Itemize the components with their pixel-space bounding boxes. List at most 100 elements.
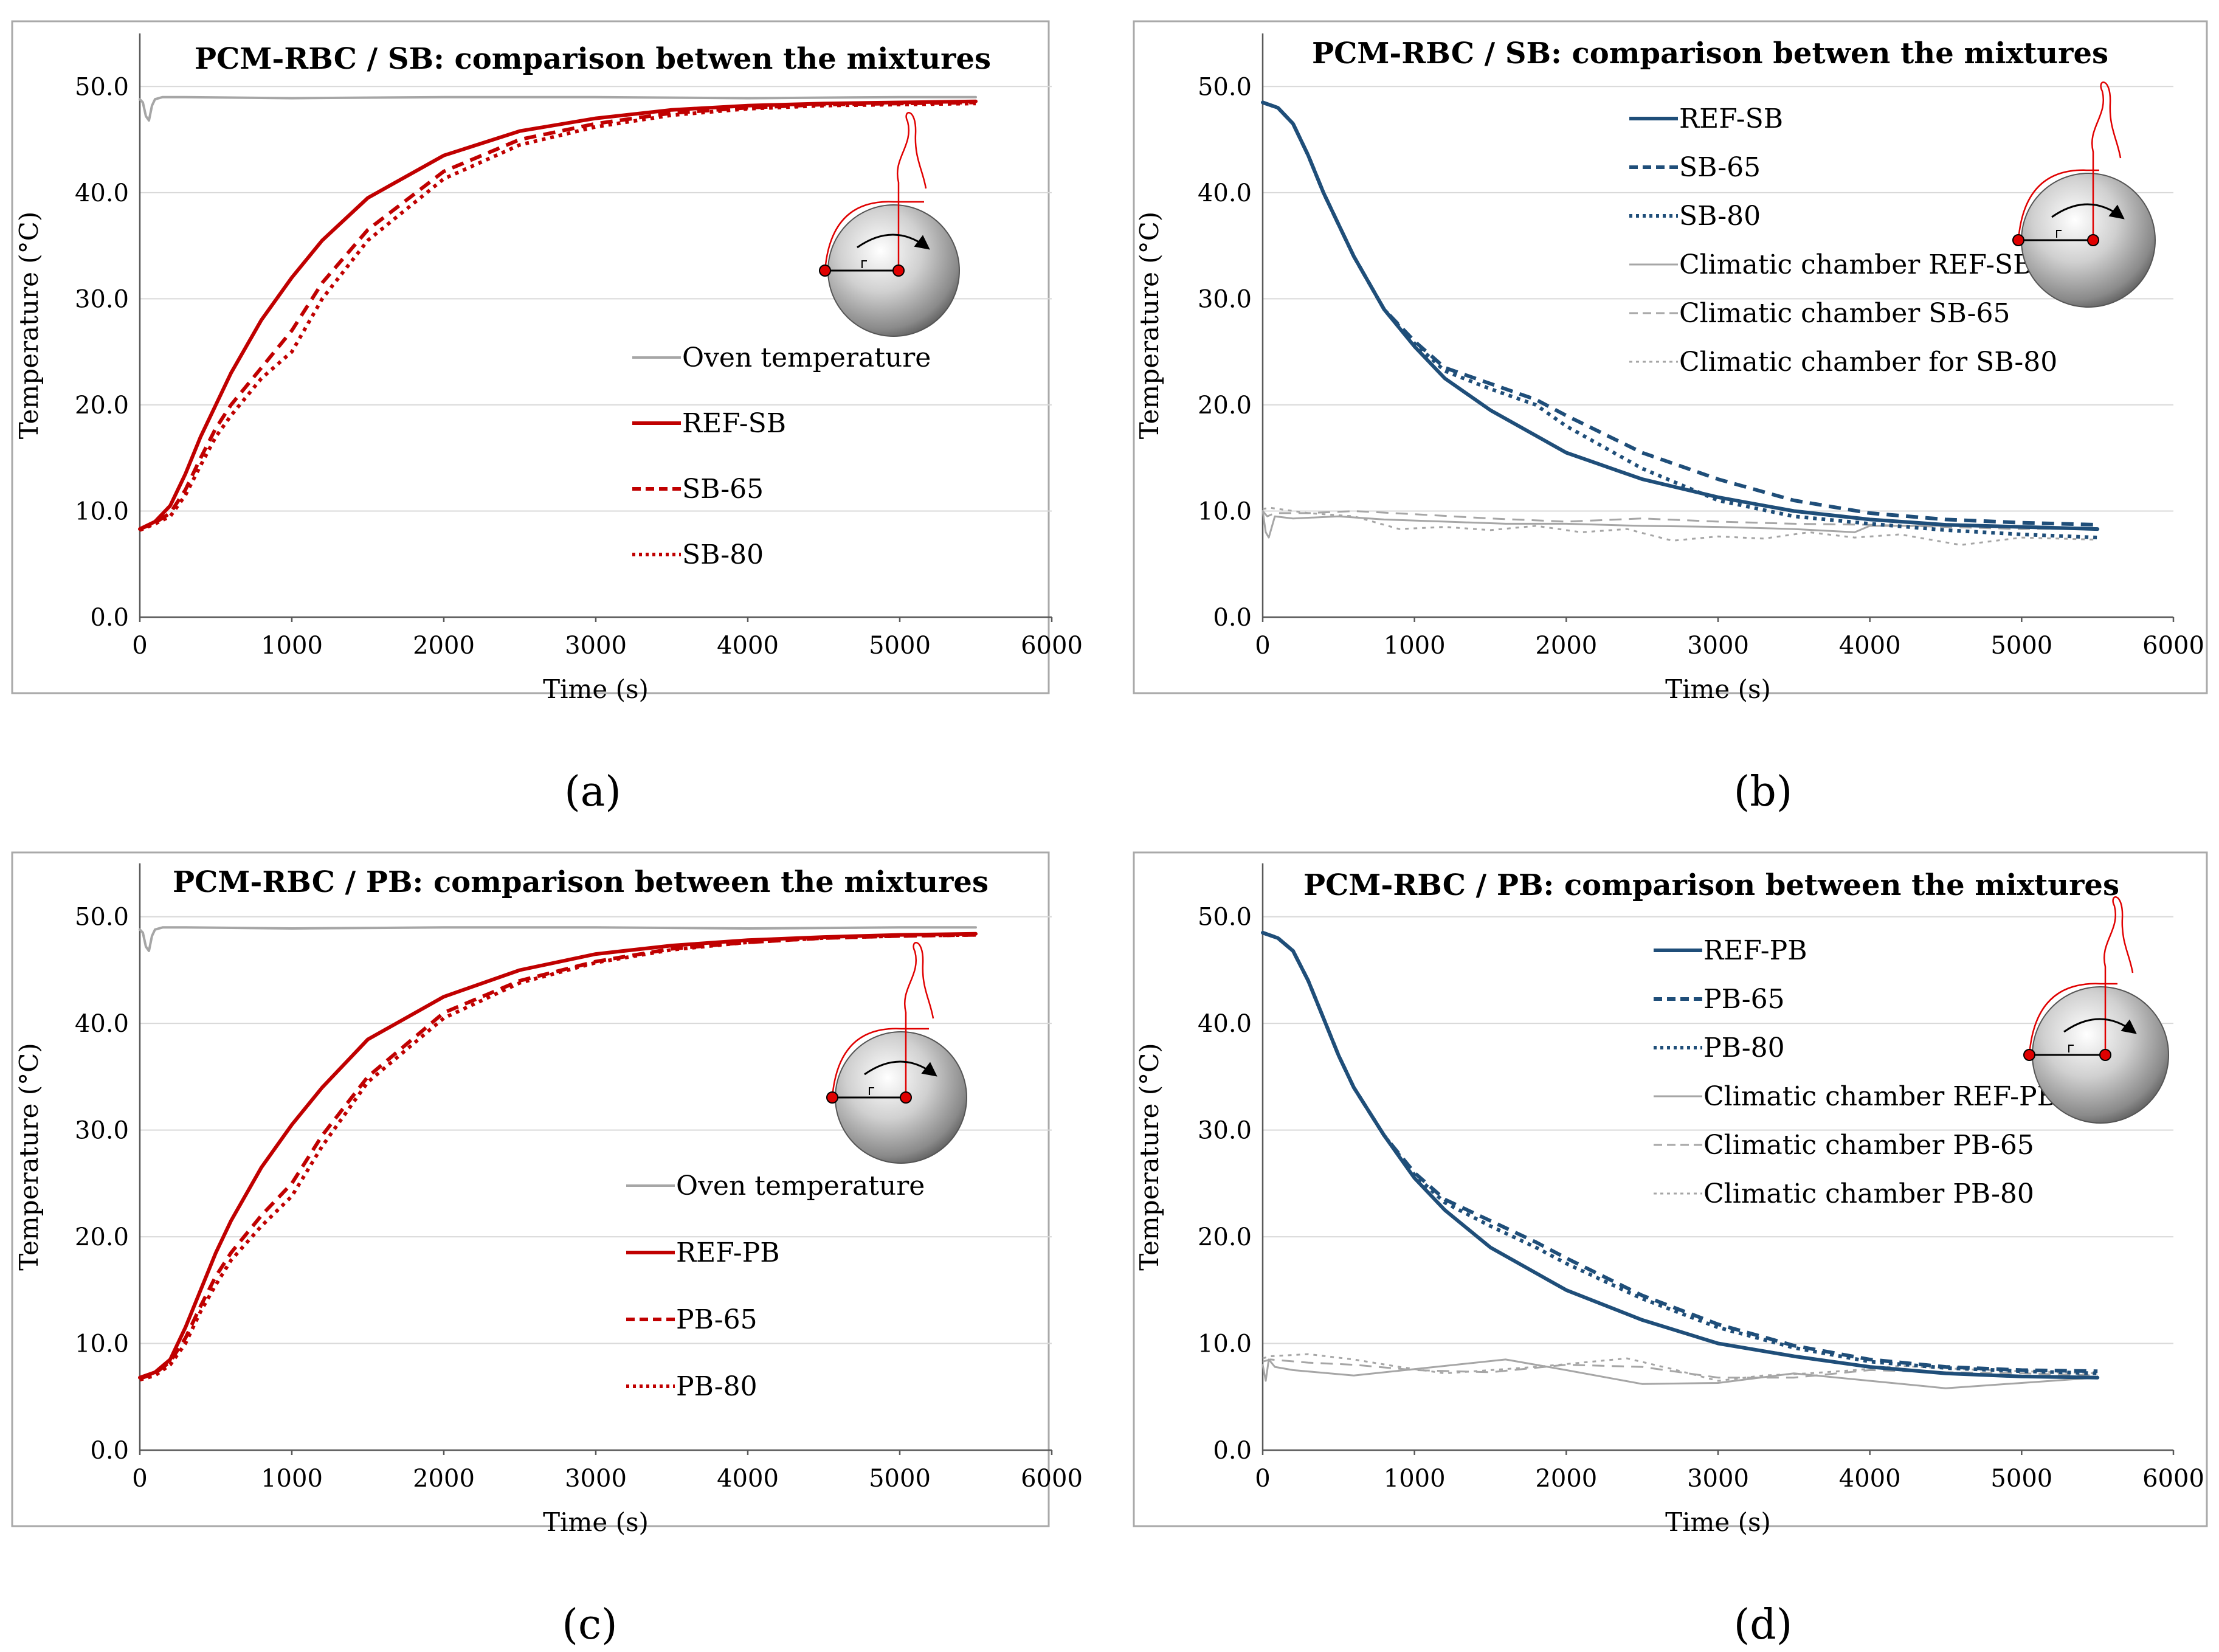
- legend: REF-PB PB-65 PB-80 Climatic chamber REF-PB C…: [1654, 935, 2057, 1209]
- x-tick-label: 3000: [1687, 632, 1749, 660]
- y-axis-title: Temperature (°C): [14, 1043, 44, 1270]
- thermocouple-wire: [831, 1028, 929, 1098]
- x-axis-title: Time (s): [1665, 1507, 1771, 1537]
- x-tick-label: 3000: [1687, 1465, 1749, 1493]
- legend-label: SB-80: [1679, 201, 1761, 232]
- sphere-diagram: [826, 942, 967, 1164]
- x-tick-label: 6000: [1021, 1465, 1083, 1493]
- thermocouple-lead: [904, 942, 934, 1097]
- x-tick-label: 1000: [1384, 1465, 1446, 1493]
- rotation-arrow-icon: [857, 233, 930, 250]
- x-tick-label: 5000: [869, 1465, 931, 1493]
- legend-label: SB-65: [1679, 152, 1761, 183]
- thermocouple-wire: [2017, 169, 2099, 241]
- chart-title: PCM-RBC / SB: comparison betwen the mixt…: [1312, 36, 2108, 71]
- surface-sensor-dot: [826, 1091, 838, 1104]
- legend-label: Climatic chamber REF-SB: [1679, 249, 2032, 280]
- legend-label: Oven temperature: [682, 342, 931, 373]
- series-line-ref-sb: [1261, 100, 2100, 531]
- sphere-diagram: [819, 112, 960, 337]
- y-tick-label: 10.0: [1198, 1330, 1252, 1358]
- chart-panel-d: 0.0 10.0 20.0 30.0 40.0 50.0 0 1000 2000 3000 4000…: [1133, 851, 2208, 1537]
- legend-label: PB-80: [676, 1371, 757, 1402]
- y-axis-title: Temperature (°C): [1134, 212, 1164, 439]
- x-tick-label: 5000: [869, 632, 931, 660]
- x-tick-label: 6000: [2142, 1465, 2204, 1493]
- y-tick-label: 30.0: [1198, 1117, 1252, 1145]
- chart-title: PCM-RBC / PB: comparison between the mix…: [1303, 868, 2119, 902]
- radius-symbol: [869, 1087, 874, 1095]
- x-tick-label: 4000: [1839, 632, 1901, 660]
- series-line-oven-temperature: [139, 95, 977, 122]
- series-line-climatic-chamber-sb-65: [1261, 510, 2098, 530]
- y-axis-title: Temperature (°C): [1134, 1043, 1164, 1270]
- y-tick-label: 50.0: [1198, 904, 1252, 931]
- y-tick-label: 20.0: [75, 1223, 129, 1251]
- y-tick-label: 10.0: [75, 497, 129, 525]
- y-tick-label: 10.0: [75, 1330, 129, 1358]
- chart-panel-a: 0.0 10.0 20.0 30.0 40.0 50.0 0 1000 2000 3000 4000…: [11, 20, 1083, 704]
- series-line-ref-pb: [138, 931, 978, 1380]
- y-tick-label: 0.0: [1213, 1437, 1252, 1465]
- legend-label: Climatic chamber for SB-80: [1679, 347, 2057, 378]
- series-line-ref-sb: [138, 99, 978, 531]
- x-tick-label: 4000: [717, 632, 779, 660]
- legend-label: Climatic chamber SB-65: [1679, 298, 2010, 329]
- x-tick-label: 1000: [1384, 632, 1446, 660]
- x-tick-label: 6000: [1021, 632, 1083, 660]
- y-tick-label: 40.0: [75, 1010, 129, 1038]
- y-tick-label: 10.0: [1198, 497, 1252, 525]
- y-tick-label: 30.0: [75, 285, 129, 313]
- x-tick-label: 3000: [565, 1465, 627, 1493]
- y-tick-label: 0.0: [1213, 604, 1252, 632]
- core-sensor-dot: [892, 264, 905, 277]
- legend-label: SB-80: [682, 539, 764, 570]
- surface-sensor-dot: [2023, 1049, 2035, 1061]
- chart-title: PCM-RBC / PB: comparison between the mix…: [173, 865, 989, 899]
- x-tick-label: 5000: [1990, 632, 2052, 660]
- legend: Oven temperature REF-PB PB-65 PB-80: [626, 1170, 925, 1402]
- rotation-arrow-icon: [2051, 203, 2125, 219]
- rotation-arrow-icon: [2063, 1018, 2137, 1034]
- y-tick-label: 20.0: [1198, 392, 1252, 420]
- x-tick-label: 5000: [1990, 1465, 2052, 1493]
- y-axis-title: Temperature (°C): [14, 212, 44, 439]
- legend-label: Oven temperature: [676, 1170, 925, 1201]
- chart-frame: [11, 20, 1050, 694]
- series-line-sb-80: [139, 102, 976, 532]
- thermocouple-wire: [2028, 983, 2117, 1056]
- legend-label: Climatic chamber PB-65: [1703, 1130, 2034, 1161]
- series-line-sb-65: [139, 100, 976, 531]
- caption-d: (d): [1734, 1601, 1793, 1649]
- legend-label: PB-65: [1703, 984, 1785, 1015]
- series-line-climatic-chamber-for-sb-80: [1262, 506, 2098, 546]
- y-tick-label: 40.0: [1198, 1010, 1252, 1038]
- legend: REF-SB SB-65 SB-80 Climatic chamber REF-SB C…: [1629, 103, 2057, 378]
- legend-label: PB-65: [676, 1304, 757, 1335]
- x-tick-label: 0: [1255, 1465, 1270, 1493]
- legend-label: Climatic chamber PB-80: [1703, 1178, 2034, 1209]
- series-line-pb-65: [139, 933, 976, 1381]
- x-axis-title: Time (s): [543, 1507, 649, 1537]
- y-tick-label: 50.0: [75, 904, 129, 931]
- y-tick-label: 30.0: [75, 1117, 129, 1145]
- x-tick-label: 1000: [261, 1465, 323, 1493]
- chart-frame: [1133, 851, 2208, 1527]
- sphere-diagram: [2023, 896, 2169, 1124]
- legend-label: PB-80: [1703, 1032, 1785, 1063]
- series-line-pb-65: [1262, 931, 2098, 1374]
- y-tick-label: 0.0: [90, 1437, 129, 1465]
- y-tick-label: 20.0: [1198, 1223, 1252, 1251]
- chart-title: PCM-RBC / SB: comparison betwen the mixt…: [195, 42, 991, 76]
- series-line-pb-80: [1262, 931, 2098, 1375]
- core-sensor-dot: [2087, 234, 2099, 246]
- chart-panel-c: 0.0 10.0 20.0 30.0 40.0 50.0 0 1000 2000 3000 4000…: [11, 851, 1083, 1537]
- legend-label: SB-65: [682, 474, 764, 505]
- x-tick-label: 2000: [1535, 632, 1597, 660]
- core-sensor-dot: [900, 1091, 912, 1104]
- chart-frame: [1133, 20, 2208, 694]
- radius-symbol: [861, 260, 867, 268]
- x-tick-label: 0: [1255, 632, 1270, 660]
- caption-c: (c): [562, 1601, 617, 1649]
- x-tick-label: 4000: [717, 1465, 779, 1493]
